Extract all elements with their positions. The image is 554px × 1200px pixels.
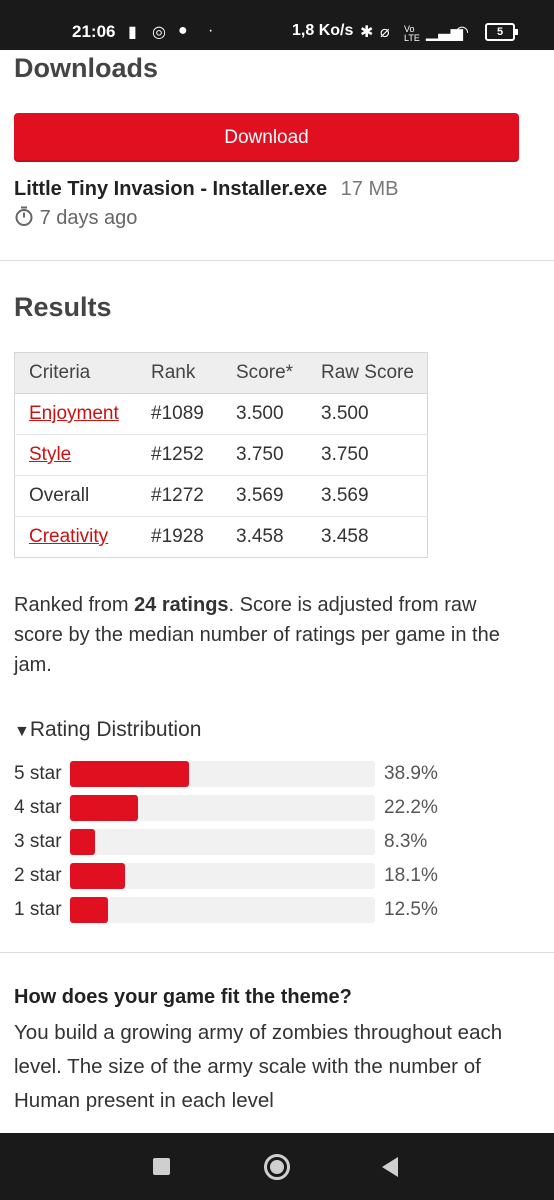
rating-bar — [70, 795, 138, 821]
volte-icon: Vo LTE — [404, 24, 420, 43]
more-notifications-icon: · — [208, 22, 214, 39]
criteria-link-enjoyment[interactable]: Enjoyment — [29, 403, 119, 424]
section-divider — [0, 260, 554, 261]
rating-bar-track — [70, 761, 375, 787]
criteria-link-style[interactable]: Style — [29, 444, 72, 465]
results-table: Criteria Rank Score* Raw Score Enjoyment… — [14, 352, 428, 558]
rating-label: 4 star — [14, 797, 62, 818]
table-row: Style #1252 3.750 3.750 — [14, 434, 428, 476]
rank-cell: #1272 — [137, 475, 222, 517]
score-cell: 3.500 — [222, 393, 307, 435]
ratings-count: 24 ratings — [134, 594, 229, 616]
column-header-score: Score* — [222, 352, 307, 394]
column-header-criteria: Criteria — [14, 352, 137, 394]
column-header-raw-score: Raw Score — [307, 352, 428, 394]
rating-label: 3 star — [14, 831, 62, 852]
raw-score-cell: 3.569 — [307, 475, 428, 517]
signal-icon: ▁▃▅ — [426, 24, 463, 41]
rating-percent: 8.3% — [384, 831, 428, 852]
rating-bar — [70, 897, 108, 923]
criteria-overall: Overall — [14, 475, 137, 517]
rating-bar-track — [70, 795, 375, 821]
column-header-rank: Rank — [137, 352, 222, 394]
ranking-note: Ranked from 24 ratings. Score is adjuste… — [14, 590, 529, 680]
download-file: Little Tiny Invasion - Installer.exe 17 … — [14, 178, 398, 201]
rating-label: 2 star — [14, 865, 62, 886]
score-cell: 3.458 — [236, 526, 284, 547]
sim-card-icon: ▮ — [128, 24, 137, 41]
raw-score-cell: 3.458 — [321, 526, 369, 547]
file-name: Little Tiny Invasion - Installer.exe — [14, 178, 328, 200]
system-nav-bar — [0, 1133, 554, 1200]
ranking-note-suffix: . Score is adjusted from raw score by th… — [14, 594, 500, 676]
downloads-heading: Downloads — [14, 53, 159, 83]
rating-row: 2 star 18.1% — [14, 863, 454, 889]
rating-label: 5 star — [14, 763, 62, 784]
rating-percent: 18.1% — [384, 865, 438, 886]
rank-cell: #1252 — [137, 434, 222, 476]
rating-distribution-title: Rating Distribution — [29, 718, 202, 741]
rating-bar-track — [70, 897, 375, 923]
rank-cell: #1089 — [137, 393, 222, 435]
table-row: Overall #1272 3.569 3.569 — [14, 475, 428, 517]
rating-distribution-toggle[interactable]: ▼Rating Distribution — [14, 718, 201, 742]
rating-bar-track — [70, 863, 375, 889]
theme-answer: You build a growing army of zombies thro… — [14, 1021, 503, 1112]
section-divider — [0, 952, 554, 953]
download-button[interactable]: Download — [14, 113, 519, 162]
home-circle-icon[interactable] — [264, 1154, 290, 1180]
rating-row: 3 star 8.3% — [14, 829, 454, 855]
bluetooth-icon: ✱ — [360, 24, 374, 41]
rating-percent: 12.5% — [384, 899, 438, 920]
rating-label: 1 star — [14, 899, 62, 920]
network-speed: 1,8 Ko/s — [292, 22, 354, 39]
alarm-off-icon: ⌀ — [380, 24, 390, 41]
recents-square-icon[interactable] — [153, 1158, 170, 1175]
chat-bubble-icon: ● — [178, 22, 188, 39]
triangle-down-icon: ▼ — [14, 723, 30, 740]
theme-question: How does your game fit the theme? — [14, 986, 352, 1008]
stopwatch-icon — [15, 206, 33, 226]
rating-bar-track — [70, 829, 375, 855]
raw-score-cell: 3.500 — [307, 393, 428, 435]
score-cell: 3.569 — [222, 475, 307, 517]
clock: 21:06 — [72, 22, 116, 41]
rating-percent: 38.9% — [384, 763, 438, 784]
instagram-icon: ◎ — [152, 24, 166, 41]
rating-bar — [70, 829, 95, 855]
rating-row: 4 star 22.2% — [14, 795, 454, 821]
upload-time: 7 days ago — [14, 206, 137, 230]
rating-row: 1 star 12.5% — [14, 897, 454, 923]
criteria-link-creativity[interactable]: Creativity — [29, 526, 109, 547]
raw-score-cell: 3.750 — [307, 434, 428, 476]
results-heading: Results — [14, 292, 112, 322]
rating-row: 5 star 38.9% — [14, 761, 454, 787]
rank-cell: #1928 — [151, 526, 204, 547]
ranking-note-prefix: Ranked from — [14, 594, 135, 616]
upload-time-text: 7 days ago — [39, 207, 138, 229]
table-header-row: Criteria Rank Score* Raw Score — [14, 352, 428, 394]
status-bar: 21:06 ▮ ◎ ● · 1,8 Ko/s ✱ ⌀ Vo LTE ▁▃▅ ◠ … — [0, 0, 554, 50]
score-cell: 3.750 — [222, 434, 307, 476]
file-size: 17 MB — [340, 178, 399, 200]
table-row: Creativity #1928 3.458 3.458 — [15, 517, 428, 558]
rating-bar — [70, 863, 125, 889]
table-row: Enjoyment #1089 3.500 3.500 — [14, 393, 428, 435]
wifi-icon: ◠ — [455, 24, 469, 41]
rating-bar — [70, 761, 189, 787]
back-triangle-icon[interactable] — [382, 1157, 398, 1177]
rating-percent: 22.2% — [384, 797, 438, 818]
battery-icon: 5 — [485, 23, 518, 41]
